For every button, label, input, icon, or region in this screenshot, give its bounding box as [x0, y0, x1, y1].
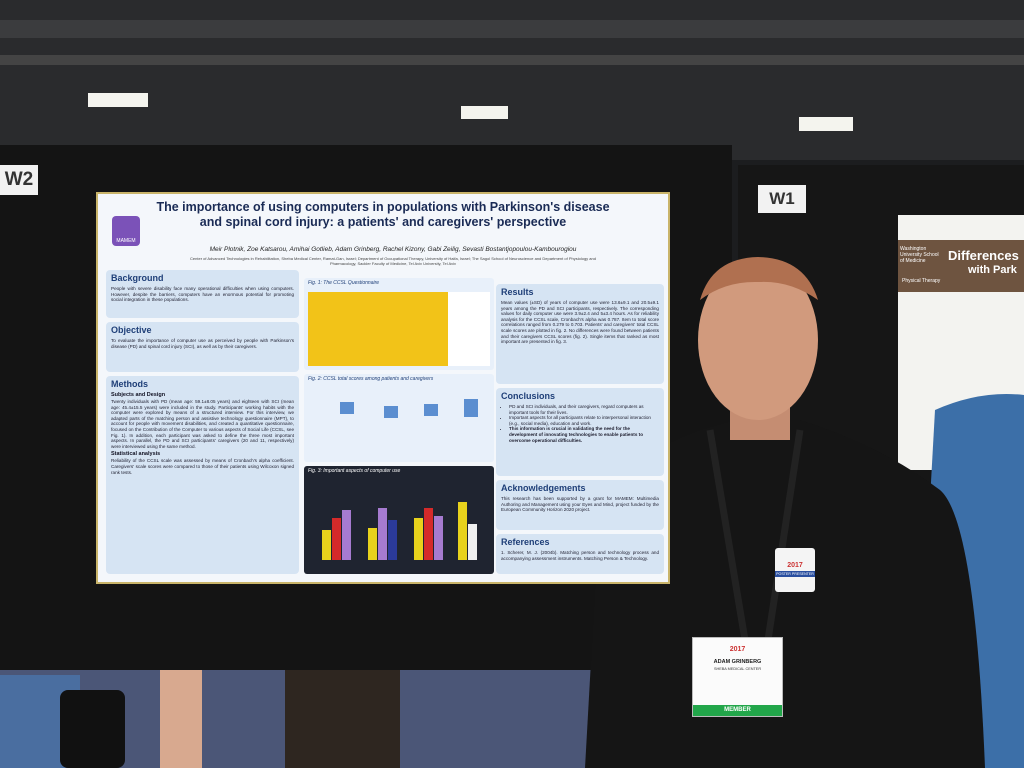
- legs: [285, 670, 400, 768]
- bar: [322, 530, 331, 560]
- badge-org: SHEBA MEDICAL CENTER: [713, 667, 762, 671]
- section-subheading: Subjects and Design: [111, 392, 166, 398]
- section-heading: Objective: [111, 325, 152, 335]
- badge: 2017 ADAM GRINBERG SHEBA MEDICAL CENTER …: [692, 637, 783, 717]
- section-text: Twenty individuals with PD (mean age: 59…: [111, 399, 294, 449]
- section-subheading: Statistical analysis: [111, 451, 161, 458]
- bar: [388, 520, 397, 560]
- shirt: [585, 420, 985, 768]
- section-heading: Results: [501, 287, 534, 297]
- box: [424, 404, 438, 416]
- ceiling-light: [461, 106, 508, 119]
- bar: [424, 508, 433, 560]
- section-text: To evaluate the importance of computer u…: [111, 338, 294, 349]
- section-text: 1. Scherer, M. J. (2004b). Matching pers…: [501, 550, 659, 561]
- ribbon: 2017 POSTER PRESENTER: [775, 548, 815, 592]
- board-label-bg: [758, 185, 806, 213]
- head: [698, 260, 818, 420]
- figure: Fig. 1: The CCSL Questionnaire: [304, 278, 494, 370]
- neighbor-title: Differences: [948, 248, 1019, 263]
- box: [340, 402, 354, 414]
- section-text: Reliability of the CCSL scale was assess…: [111, 458, 294, 475]
- lanyard: [706, 429, 804, 641]
- section: Objective To evaluate the importance of …: [106, 322, 299, 372]
- ceiling-light: [88, 93, 148, 107]
- figure-title: Fig. 3: Important aspects of computer us…: [308, 468, 401, 474]
- figure-title: Fig. 2: CCSL total scores among patients…: [308, 376, 434, 382]
- bar: [332, 518, 341, 560]
- neighbor-title: with Park: [968, 264, 1017, 276]
- section: Conclusions PD and SCI individuals, and …: [496, 388, 664, 476]
- section-text: This research has been supported by a gr…: [501, 496, 659, 513]
- table-scale: [448, 292, 490, 366]
- section: Methods Subjects and Design Twenty indiv…: [106, 376, 299, 574]
- bar: [378, 508, 387, 560]
- boxplot: [340, 399, 478, 418]
- poster-title: The importance of using computers in pop…: [156, 200, 610, 229]
- section: Acknowledgements This research has been …: [496, 480, 664, 530]
- board-label-bg: [0, 165, 38, 195]
- section: Results Mean values (±SD) of years of co…: [496, 284, 664, 384]
- section-heading: References: [501, 537, 550, 547]
- section-heading: Background: [111, 273, 164, 283]
- box: [384, 406, 398, 418]
- table-yellow: [308, 292, 448, 366]
- poster-authors: Meir Plotnik, Zoe Katsarou, Amihai Gotli…: [209, 246, 577, 253]
- bag: [60, 690, 125, 768]
- ribbon-year: 2017: [787, 562, 803, 569]
- figure: Fig. 2: CCSL total scores among patients…: [304, 374, 494, 462]
- neighbor-poster-header: [898, 240, 1024, 292]
- bar: [434, 516, 443, 560]
- list: PD and SCI individuals, and their caregi…: [501, 404, 659, 443]
- bar: [458, 502, 467, 560]
- badge-name: ADAM GRINBERG: [713, 659, 762, 665]
- section: Background People with severe disability…: [106, 270, 299, 318]
- legs: [160, 670, 202, 768]
- badge-type: MEMBER: [693, 705, 782, 716]
- list-item: PD and SCI individuals, and their caregi…: [509, 404, 659, 415]
- section-heading: Methods: [111, 379, 148, 389]
- section-text: People with severe disability face many …: [111, 286, 294, 303]
- box: [464, 399, 478, 417]
- section-heading: Acknowledgements: [501, 483, 586, 493]
- poster: MAMEM The importance of using computers …: [96, 192, 670, 584]
- neighbor-school: Washington University School of Medicine: [900, 246, 939, 264]
- figure: Fig. 3: Important aspects of computer us…: [304, 466, 494, 574]
- section: References 1. Scherer, M. J. (2004b). Ma…: [496, 534, 664, 574]
- bar: [468, 524, 477, 560]
- badge-year: 2017: [729, 646, 746, 653]
- ceiling-beam: [0, 20, 1024, 38]
- ceiling-beam: [0, 55, 1024, 65]
- list-item: This information is crucial in validatin…: [509, 426, 659, 443]
- bar: [368, 528, 377, 560]
- bar-figure: [322, 502, 477, 560]
- board-label: W1: [769, 189, 795, 208]
- section-heading: Conclusions: [501, 391, 556, 401]
- ribbon-text: POSTER PRESENTER: [775, 571, 815, 577]
- section-text: Mean values (±SD) of years of computer u…: [501, 300, 659, 345]
- hair: [700, 257, 818, 300]
- bar: [414, 518, 423, 560]
- poster-affiliations: Center of Advanced Technologies in Rehab…: [190, 256, 596, 266]
- poster-logo: MAMEM: [112, 216, 140, 246]
- board-label: W2: [4, 169, 34, 190]
- list-item: Important aspects for all participants r…: [509, 415, 659, 426]
- ceiling-light: [799, 117, 853, 131]
- neighbor-dept: Physical Therapy: [902, 278, 941, 284]
- bar: [342, 510, 351, 560]
- figure-title: Fig. 1: The CCSL Questionnaire: [308, 280, 380, 286]
